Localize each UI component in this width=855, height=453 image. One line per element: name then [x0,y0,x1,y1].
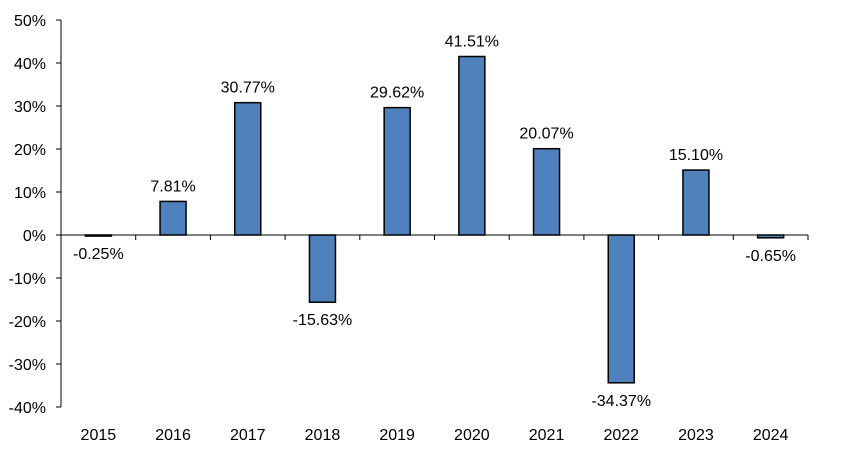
data-label-2016: 7.81% [150,178,195,195]
bar-2020 [458,55,486,236]
y-tick-label: 0% [23,228,46,245]
bar-2017 [234,101,262,236]
y-tick-label: 30% [14,99,46,116]
x-tick-label-2021: 2021 [529,427,565,444]
y-tick-label: 10% [14,185,46,202]
data-label-2022: -34.37% [591,393,651,410]
x-tick-label-2017: 2017 [230,427,266,444]
data-label-2023: 15.10% [669,147,723,164]
bars [84,55,785,384]
y-axis: 50% 40% 30% 20% 10% 0% -10% -20% -30% -40% [9,13,62,417]
data-label-2020: 41.51% [445,34,499,51]
bar-2018 [308,234,337,303]
y-tick-label: -20% [9,314,46,331]
data-label-2019: 29.62% [370,85,424,102]
x-tick-label-2015: 2015 [81,427,117,444]
x-tick-label-2016: 2016 [155,427,191,444]
y-tick-label: -40% [9,400,46,417]
y-tick-label: -10% [9,271,46,288]
x-tick-label-2024: 2024 [753,427,789,444]
data-label-2015: -0.25% [73,246,124,263]
bar-2019 [383,106,411,236]
x-tick-label-2023: 2023 [678,427,714,444]
x-tick-label-2020: 2020 [454,427,490,444]
bar-2023 [682,169,710,236]
x-axis: 2015 2016 2017 2018 2019 2020 2021 2022 2023 2024 [60,234,809,444]
x-tick-label-2019: 2019 [379,427,415,444]
data-label-2018: -15.63% [293,312,353,329]
x-tick-label-2022: 2022 [603,427,639,444]
y-tick-label: 50% [14,13,46,30]
y-tick-label: 40% [14,56,46,73]
data-label-2021: 20.07% [519,126,573,143]
y-tick-label: 20% [14,142,46,159]
bar-2022 [607,234,635,384]
x-tick-label-2018: 2018 [305,427,341,444]
bar-2021 [532,147,561,236]
bar-2016 [159,200,187,236]
data-label-2024: -0.65% [745,248,796,265]
y-tick-label: -30% [9,357,46,374]
data-label-2017: 30.77% [221,80,275,97]
data-labels: -0.25% 7.81% 30.77% -15.63% 29.62% 41.51% 20.0… [73,34,796,410]
